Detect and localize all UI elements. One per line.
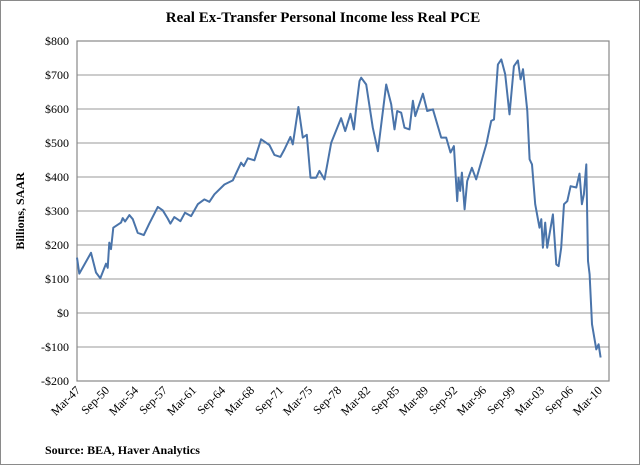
y-tick-label: $700	[45, 68, 69, 82]
x-tick-label: Sep-85	[368, 383, 402, 417]
x-axis-ticks: Mar-47Sep-50Mar-54Sep-57Mar-61Sep-64Mar-…	[48, 383, 605, 418]
y-axis-label: Billions, SAAR	[13, 172, 27, 250]
x-tick-label: Mar-10	[570, 383, 605, 418]
y-axis-ticks: -$200 -$100 $0 $100 $200 $300 $400 $500 $600 $700…	[41, 34, 69, 388]
x-tick-label: Mar-68	[222, 383, 257, 418]
y-tick-label: $600	[45, 102, 69, 116]
x-tick-label: Mar-89	[396, 383, 431, 418]
y-tick-label: -$100	[41, 340, 69, 354]
x-tick-label: Sep-92	[426, 383, 460, 417]
x-tick-label: Sep-50	[78, 383, 112, 417]
y-tick-label: $400	[45, 170, 69, 184]
x-tick-label: Sep-78	[310, 383, 344, 417]
y-tick-label: -$200	[41, 374, 69, 388]
y-tick-label: $0	[57, 306, 69, 320]
gridlines	[77, 74, 609, 348]
x-tick-label: Mar-54	[106, 383, 141, 418]
x-tick-label: Mar-82	[338, 383, 373, 418]
y-tick-label: $100	[45, 272, 69, 286]
y-tick-label: $800	[45, 34, 69, 48]
x-tick-label: Sep-64	[194, 383, 228, 417]
x-tick-label: Sep-06	[542, 383, 576, 417]
y-tick-label: $500	[45, 136, 69, 150]
x-tick-label: Mar-75	[280, 383, 315, 418]
plot-area-border	[76, 40, 610, 382]
x-tick-label: Sep-99	[484, 383, 518, 417]
x-tick-label: Sep-57	[136, 383, 170, 417]
source-note: Source: BEA, Haver Analytics	[45, 443, 200, 457]
y-tick-label: $300	[45, 204, 69, 218]
x-tick-label: Mar-96	[454, 383, 489, 418]
x-tick-label: Mar-61	[164, 383, 199, 418]
series-line	[76, 58, 602, 358]
y-tick-label: $200	[45, 238, 69, 252]
x-tick-label: Mar-03	[512, 383, 547, 418]
x-tick-label: Sep-71	[252, 383, 286, 417]
x-tick-label: Mar-47	[48, 383, 83, 418]
chart-title: Real Ex-Transfer Personal Income less Re…	[166, 10, 480, 26]
